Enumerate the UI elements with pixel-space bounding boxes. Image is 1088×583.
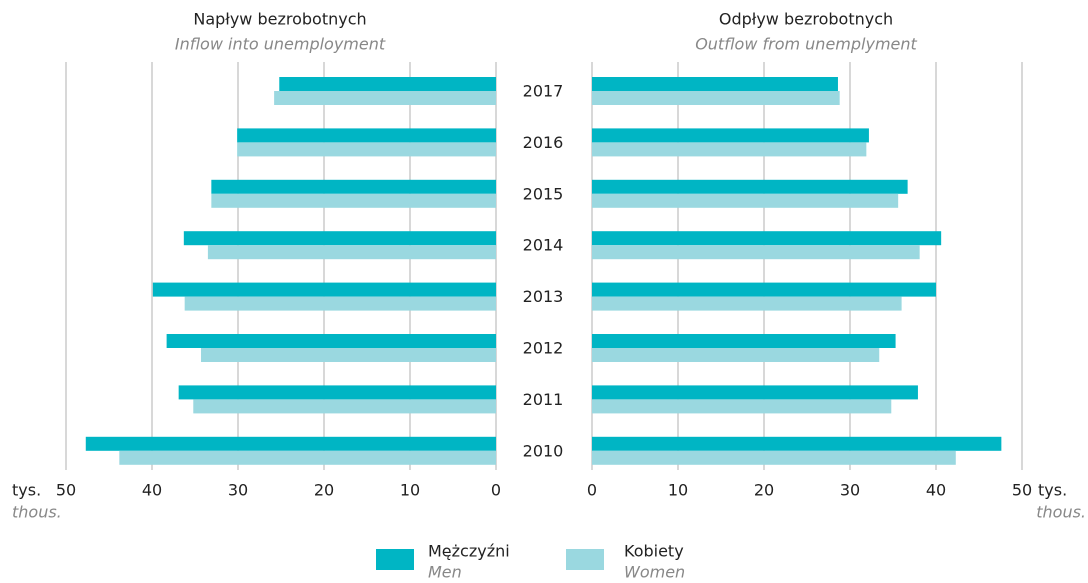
axis-label: tys. — [1038, 481, 1067, 500]
bar — [274, 91, 496, 105]
legend-swatch — [566, 549, 604, 570]
y-tick-label: 2017 — [523, 82, 564, 101]
y-tick-label: 2014 — [523, 236, 564, 255]
bar — [592, 179, 908, 194]
legend-label: Mężczyźni — [428, 542, 510, 561]
bar — [119, 450, 496, 465]
bar — [193, 399, 496, 414]
legend-swatch — [376, 549, 414, 570]
bar — [592, 334, 896, 348]
legend-label: Men — [428, 563, 462, 582]
bar — [592, 91, 840, 105]
bar — [592, 282, 936, 297]
axis-label: thous. — [1036, 503, 1086, 522]
bar — [201, 348, 496, 362]
bar — [178, 385, 496, 400]
x-tick-label: 0 — [587, 481, 597, 500]
chart-subtitle: Inflow into unemployment — [175, 35, 386, 54]
bar — [592, 193, 899, 208]
bar — [237, 128, 496, 143]
x-tick-label: 20 — [314, 481, 334, 500]
bar — [592, 450, 956, 465]
x-tick-label: 30 — [228, 481, 248, 500]
x-tick-label: 50 — [56, 481, 76, 500]
y-tick-label: 2010 — [523, 441, 564, 460]
legend-label: Women — [624, 563, 685, 582]
x-tick-label: 40 — [926, 481, 946, 500]
bar — [166, 334, 496, 348]
bar — [592, 399, 892, 414]
bar — [152, 282, 497, 297]
bar — [85, 436, 496, 451]
x-tick-label: 50 — [1012, 481, 1032, 500]
y-tick-label: 2013 — [523, 287, 564, 306]
chart-subtitle: Outflow from unemplyment — [695, 35, 917, 54]
chart-title: Napływ bezrobotnych — [193, 10, 366, 29]
bar — [592, 77, 838, 91]
y-tick-label: 2012 — [523, 339, 564, 358]
x-tick-label: 10 — [400, 481, 420, 500]
legend-label: Kobiety — [624, 542, 684, 561]
x-tick-label: 10 — [668, 481, 688, 500]
bar — [592, 231, 942, 246]
y-tick-label: 2011 — [523, 390, 564, 409]
bar — [211, 179, 496, 194]
bar — [592, 385, 918, 400]
axis-label: thous. — [12, 503, 62, 522]
bar — [184, 296, 496, 311]
bar — [183, 231, 496, 246]
bar — [237, 142, 496, 157]
bar — [592, 142, 867, 157]
axis-label: tys. — [12, 481, 41, 500]
chart-title: Odpływ bezrobotnych — [719, 10, 893, 29]
bar — [592, 128, 869, 143]
bar — [592, 296, 902, 311]
bar — [279, 77, 496, 91]
x-tick-label: 30 — [840, 481, 860, 500]
bar — [592, 436, 1002, 451]
bar — [592, 348, 880, 362]
bar — [592, 245, 920, 260]
bar — [207, 245, 496, 260]
x-tick-label: 20 — [754, 481, 774, 500]
y-tick-label: 2016 — [523, 133, 564, 152]
x-tick-label: 40 — [142, 481, 162, 500]
y-tick-label: 2015 — [523, 184, 564, 203]
x-tick-label: 0 — [491, 481, 501, 500]
bar — [211, 193, 496, 208]
